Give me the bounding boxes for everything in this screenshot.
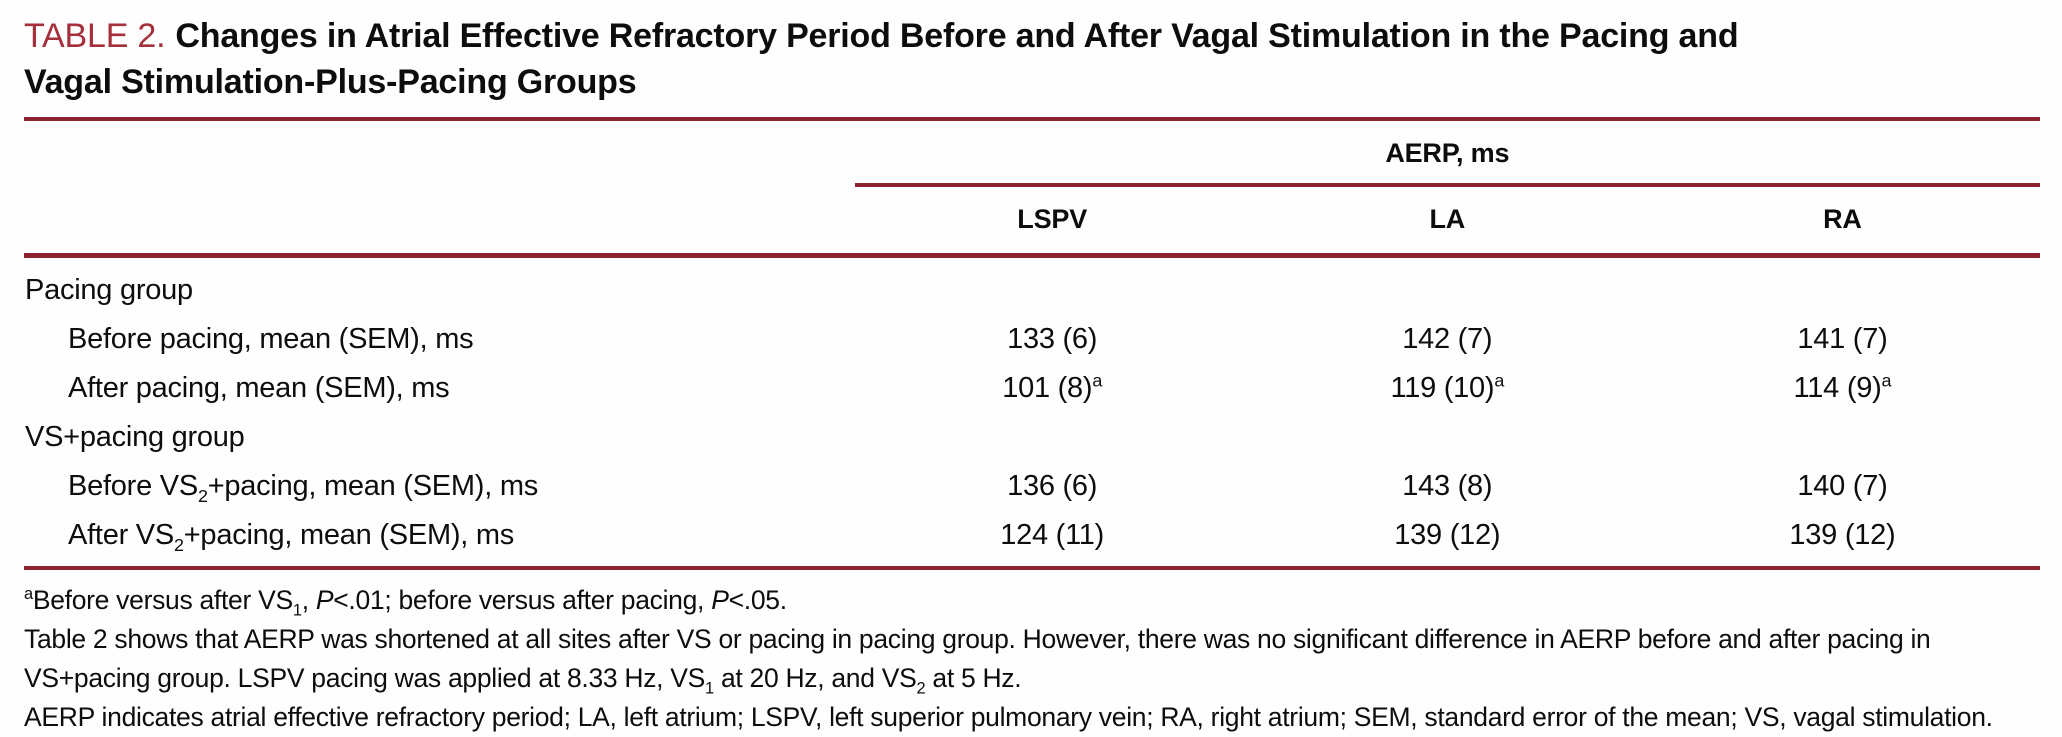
value-cell-lspv: 136 (6) bbox=[1007, 470, 1098, 502]
value-cell-la: 142 (7) bbox=[1402, 323, 1493, 355]
footnotes: aBefore versus after VS1, P<.01; before … bbox=[24, 581, 2040, 737]
value-cell-la: 143 (8) bbox=[1402, 470, 1493, 502]
footnote-line: AERP indicates atrial effective refracto… bbox=[24, 702, 1993, 732]
aerp-table: AERP, ms LSPV LA RA Pacing group Before p… bbox=[24, 117, 2040, 570]
table-row: Pacing group bbox=[24, 256, 2040, 316]
table-title-text-2: Vagal Stimulation-Plus-Pacing Groups bbox=[24, 63, 637, 101]
value-cell-ra bbox=[1645, 256, 2040, 316]
value-cell-la bbox=[1250, 413, 1645, 462]
row-label-cell: After VS2+pacing, mean (SEM), ms bbox=[68, 519, 515, 555]
value-cell-lspv bbox=[855, 256, 1250, 316]
value-cell-lspv bbox=[855, 413, 1250, 462]
table-title-line2: Vagal Stimulation-Plus-Pacing Groups bbox=[24, 59, 2040, 105]
value-cell-la: 119 (10)a bbox=[1390, 370, 1505, 404]
value-cell-ra: 141 (7) bbox=[1797, 323, 1888, 355]
footnote-line: Table 2 shows that AERP was shortened at… bbox=[24, 624, 1931, 698]
row-label-cell: After pacing, mean (SEM), ms bbox=[68, 372, 450, 404]
value-cell-lspv: 101 (8)a bbox=[1002, 370, 1103, 404]
table-row: After pacing, mean (SEM), ms 101 (8)a 119 … bbox=[24, 364, 2040, 413]
column-header-lspv: LSPV bbox=[854, 185, 1250, 258]
value-cell-ra: 140 (7) bbox=[1797, 470, 1888, 502]
table-row: VS+pacing group bbox=[24, 413, 2040, 462]
column-header-row: LSPV LA RA bbox=[24, 185, 2040, 258]
value-cell-ra bbox=[1645, 413, 2040, 462]
row-label-cell: VS+pacing group bbox=[25, 421, 245, 453]
value-cell-ra: 114 (9)a bbox=[1793, 370, 1892, 404]
column-header-ra: RA bbox=[1644, 185, 2040, 258]
table-number-tag: TABLE 2. bbox=[24, 17, 166, 55]
value-cell-ra: 139 (12) bbox=[1789, 519, 1896, 551]
value-cell-la bbox=[1250, 256, 1645, 316]
row-label-cell: Before pacing, mean (SEM), ms bbox=[68, 323, 474, 355]
table-row: Before VS2+pacing, mean (SEM), ms 136 (6)… bbox=[24, 462, 2040, 511]
spanner-row: AERP, ms bbox=[24, 119, 2040, 187]
table-title-line1: TABLE 2. Changes in Atrial Effective Refr… bbox=[24, 13, 2040, 59]
column-header-la: LA bbox=[1249, 185, 1645, 258]
value-cell-la: 139 (12) bbox=[1394, 519, 1501, 551]
table-body: Pacing group Before pacing, mean (SEM), m… bbox=[24, 256, 2040, 569]
row-label-cell: Before VS2+pacing, mean (SEM), ms bbox=[68, 470, 538, 506]
row-label-cell: Pacing group bbox=[25, 274, 193, 306]
stub-header-cell-2 bbox=[24, 185, 855, 258]
table-row: Before pacing, mean (SEM), ms 133 (6) 142 … bbox=[24, 315, 2040, 364]
footnote-line: aBefore versus after VS1, P<.01; before … bbox=[24, 585, 787, 620]
table-row: After VS2+pacing, mean (SEM), ms 124 (11)… bbox=[24, 511, 2040, 568]
table-title-text: Changes in Atrial Effective Refractory P… bbox=[175, 17, 1739, 55]
spanner-header-aerp-ms: AERP, ms bbox=[854, 119, 2040, 187]
stub-header-cell bbox=[24, 119, 855, 185]
value-cell-lspv: 133 (6) bbox=[1007, 323, 1098, 355]
value-cell-lspv: 124 (11) bbox=[1000, 519, 1105, 551]
